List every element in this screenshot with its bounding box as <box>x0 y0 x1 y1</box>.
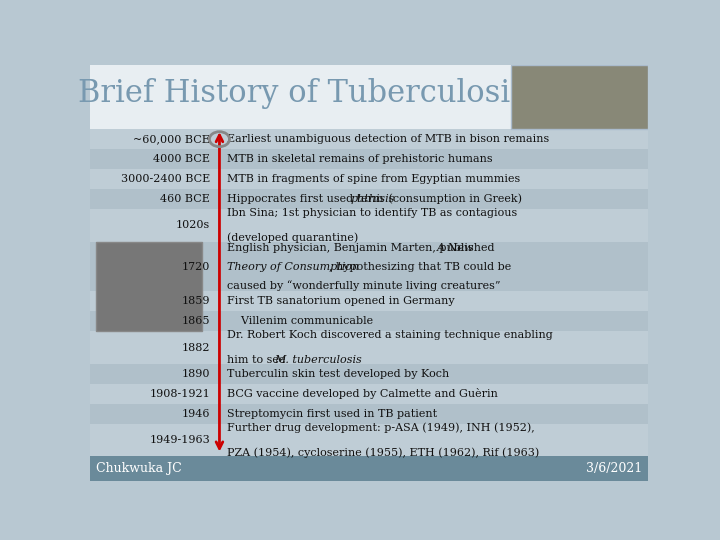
Text: Streptomycin first used in TB patient: Streptomycin first used in TB patient <box>227 409 437 419</box>
Text: 1890: 1890 <box>181 369 210 379</box>
Text: Tuberculin skin test developed by Koch: Tuberculin skin test developed by Koch <box>227 369 449 379</box>
Text: Dr. Robert Koch discovered a staining technique enabling: Dr. Robert Koch discovered a staining te… <box>227 330 552 340</box>
Text: caused by “wonderfully minute living creatures”: caused by “wonderfully minute living cre… <box>227 280 500 291</box>
Text: First TB sanatorium opened in Germany: First TB sanatorium opened in Germany <box>227 296 454 306</box>
Bar <box>90 311 648 331</box>
Text: , hypothesizing that TB could be: , hypothesizing that TB could be <box>329 261 511 272</box>
Bar <box>511 65 648 129</box>
Text: 1882: 1882 <box>181 342 210 353</box>
Bar <box>90 364 648 384</box>
Text: 1946: 1946 <box>181 409 210 419</box>
Bar <box>90 209 648 241</box>
Text: Villenim communicable: Villenim communicable <box>227 316 373 326</box>
Text: A New: A New <box>437 242 474 253</box>
Text: ~60,000 BCE: ~60,000 BCE <box>133 134 210 144</box>
Bar <box>90 241 648 292</box>
Text: MTB in skeletal remains of prehistoric humans: MTB in skeletal remains of prehistoric h… <box>227 154 492 164</box>
Text: English physician, Benjamin Marten, published: English physician, Benjamin Marten, publ… <box>227 242 498 253</box>
Bar <box>90 456 648 481</box>
Text: Earliest unambiguous detection of MTB in bison remains: Earliest unambiguous detection of MTB in… <box>227 134 549 144</box>
Bar <box>90 404 648 424</box>
Bar <box>90 424 648 456</box>
Text: BCG vaccine developed by Calmette and Guèrin: BCG vaccine developed by Calmette and Gu… <box>227 388 498 399</box>
Bar <box>90 65 648 129</box>
Text: Chukwuka JC: Chukwuka JC <box>96 462 181 475</box>
Text: 4000 BCE: 4000 BCE <box>153 154 210 164</box>
Text: 1720: 1720 <box>181 261 210 272</box>
Text: Brief History of Tuberculosis: Brief History of Tuberculosis <box>78 78 526 109</box>
Bar <box>90 331 648 364</box>
Bar <box>90 149 648 169</box>
Text: 3000-2400 BCE: 3000-2400 BCE <box>121 174 210 184</box>
Text: phthisis: phthisis <box>351 194 395 204</box>
Text: him to see: him to see <box>227 355 289 365</box>
Bar <box>90 292 648 311</box>
Bar <box>90 169 648 189</box>
Text: M. tuberculosis: M. tuberculosis <box>274 355 362 365</box>
Text: (consumption in Greek): (consumption in Greek) <box>385 194 522 204</box>
Text: 1020s: 1020s <box>176 220 210 230</box>
Text: 1859: 1859 <box>181 296 210 306</box>
Text: Further drug development: p-ASA (1949), INH (1952),: Further drug development: p-ASA (1949), … <box>227 422 534 433</box>
Text: PZA (1954), cycloserine (1955), ETH (1962), Rif (1963): PZA (1954), cycloserine (1955), ETH (196… <box>227 447 539 458</box>
Text: 460 BCE: 460 BCE <box>160 194 210 204</box>
Text: 1908-1921: 1908-1921 <box>149 389 210 399</box>
Text: (developed quarantine): (developed quarantine) <box>227 232 358 243</box>
Bar <box>90 189 648 209</box>
Text: Hippocrates first used term: Hippocrates first used term <box>227 194 387 204</box>
Text: 3/6/2021: 3/6/2021 <box>586 462 642 475</box>
Text: 1865: 1865 <box>181 316 210 326</box>
Text: Ibn Sina; 1st physician to identify TB as contagious: Ibn Sina; 1st physician to identify TB a… <box>227 208 517 218</box>
Bar <box>96 241 202 331</box>
Text: MTB in fragments of spine from Egyptian mummies: MTB in fragments of spine from Egyptian … <box>227 174 520 184</box>
Text: Theory of Consumption: Theory of Consumption <box>227 261 359 272</box>
Bar <box>90 384 648 404</box>
Bar <box>90 129 648 149</box>
Text: 1949-1963: 1949-1963 <box>149 435 210 445</box>
